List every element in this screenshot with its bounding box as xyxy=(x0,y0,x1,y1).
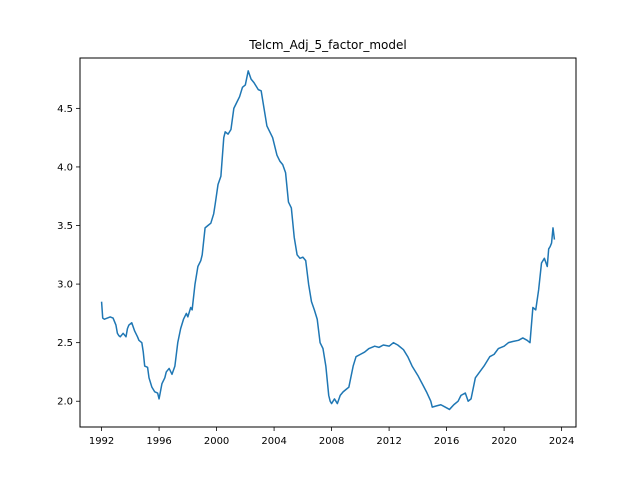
y-tick-label: 2.5 xyxy=(57,338,73,349)
y-tick-label: 4.5 xyxy=(57,104,73,115)
x-tick-label: 2020 xyxy=(491,436,516,447)
x-tick-label: 2004 xyxy=(261,436,286,447)
plot-area xyxy=(100,70,556,411)
y-tick-label: 2.0 xyxy=(57,397,73,408)
x-tick-label: 1996 xyxy=(146,436,171,447)
x-tick-label: 2012 xyxy=(376,436,401,447)
y-tick-label: 3.0 xyxy=(57,280,73,291)
x-axis: 1992 1996 2000 2004 2008 2012 2016 2020 2024 xyxy=(89,427,574,447)
chart-title: Telcm_Adj_5_factor_model xyxy=(248,38,406,52)
x-tick-label: 2016 xyxy=(434,436,459,447)
axes-frame xyxy=(79,57,577,428)
y-axis: 2.0 2.5 3.0 3.5 4.0 4.5 xyxy=(57,104,80,408)
x-tick-label: 2000 xyxy=(204,436,229,447)
y-tick-label: 4.0 xyxy=(57,162,73,173)
x-tick-label: 2024 xyxy=(549,436,574,447)
x-tick-label: 1992 xyxy=(89,436,114,447)
x-tick-label: 2008 xyxy=(319,436,344,447)
series-line xyxy=(100,70,556,411)
y-tick-label: 3.5 xyxy=(57,221,73,232)
